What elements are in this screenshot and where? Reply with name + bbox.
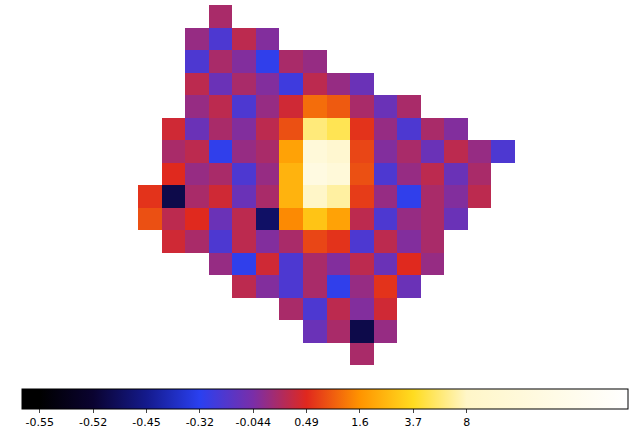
svg-text:-0.55: -0.55 [26,416,54,429]
svg-text:-0.32: -0.32 [186,416,214,429]
svg-text:-0.52: -0.52 [79,416,107,429]
svg-text:-0.044: -0.044 [235,416,270,429]
svg-text:1.6: 1.6 [351,416,369,429]
svg-text:3.7: 3.7 [405,416,423,429]
svg-text:0.49: 0.49 [294,416,319,429]
svg-text:-0.45: -0.45 [132,416,160,429]
svg-text:8: 8 [463,416,470,429]
